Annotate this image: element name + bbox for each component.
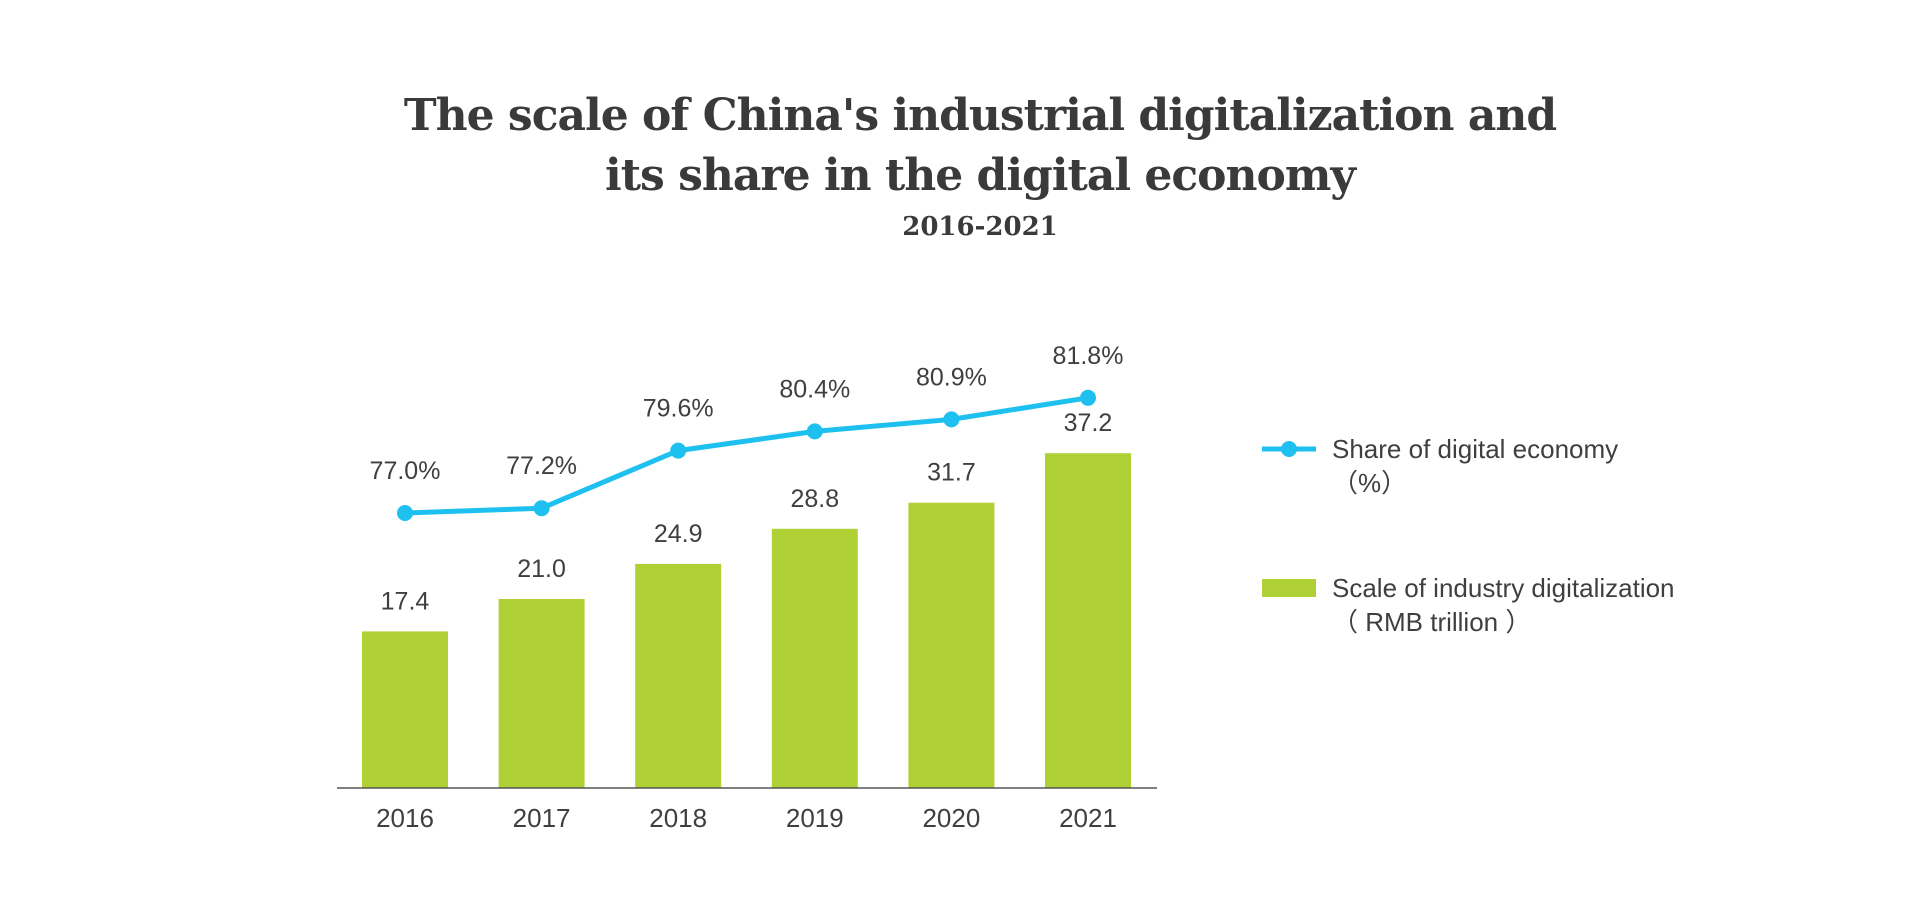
line-point-2019 [806,423,823,440]
line-label-2018: 79.6% [643,395,714,423]
chart-title-line-1: The scale of China's industrial digitali… [404,90,1556,141]
chart-subtitle: 2016-2021 [902,212,1058,242]
bar-label-2020: 31.7 [927,459,976,487]
bar-2019 [771,528,858,788]
line-label-2020: 80.9% [916,363,987,391]
bar-label-2018: 24.9 [654,520,703,548]
bar-series [362,453,1131,788]
legend-line-marker [1281,441,1297,457]
legend: Share of digital economy （%） Scale of in… [1262,434,1675,637]
x-tick-2021: 2021 [1059,803,1117,833]
line-label-2019: 80.4% [779,375,850,403]
bar-2021 [1045,453,1131,788]
line-label-2016: 77.0% [370,457,441,485]
x-tick-2019: 2019 [786,803,844,833]
bar-label-2017: 21.0 [517,555,566,583]
line-point-2017 [533,500,550,517]
line-point-2021 [1080,389,1096,406]
line-label-2017: 77.2% [506,452,577,480]
x-tick-2016: 2016 [376,803,434,833]
x-tick-2017: 2017 [513,803,571,833]
bar-label-2021: 37.2 [1064,409,1113,437]
bar-2020 [908,502,995,788]
line-point-2020 [943,411,960,428]
line-point-2016 [397,505,413,521]
bar-2018 [635,563,722,788]
legend-bar-swatch [1262,579,1316,597]
line-data-labels: 77.0% 77.2% 79.6% 80.4% 80.9% 81.8% [370,342,1124,485]
x-tick-2020: 2020 [922,803,980,833]
line-point-2018 [670,442,687,459]
x-tick-labels: 2016 2017 2018 2019 2020 2021 [376,803,1117,833]
share-line [402,395,1091,516]
bar-label-2016: 17.4 [381,587,430,615]
line-series [397,389,1096,521]
legend-bar-label: Scale of industry digitalization [1332,573,1675,603]
legend-line-unit: （%） [1332,468,1407,498]
line-label-2021: 81.8% [1053,342,1124,370]
chart-title-line-2: its share in the digital economy [605,150,1357,201]
bar-2016 [362,631,448,788]
legend-bar-unit: （ RMB trillion ） [1332,607,1531,637]
x-tick-2018: 2018 [649,803,707,833]
bar-label-2019: 28.8 [790,485,839,513]
bar-data-labels: 17.4 21.0 24.9 28.8 31.7 37.2 [381,409,1113,615]
bar-2017 [498,599,585,788]
legend-line-label: Share of digital economy [1332,434,1618,464]
